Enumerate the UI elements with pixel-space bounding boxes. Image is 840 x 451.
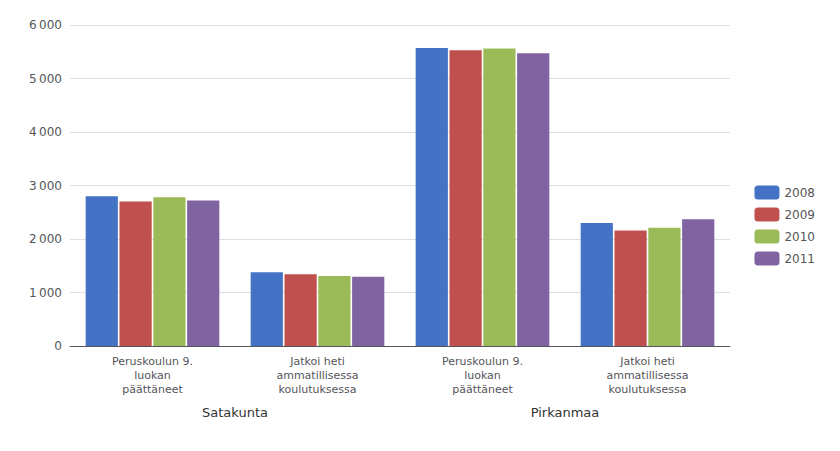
svg-text:Satakunta: Satakunta [202,405,268,420]
svg-text:4 000: 4 000 [29,125,62,139]
svg-text:Jatkoi heti: Jatkoi heti [289,355,345,368]
svg-text:0: 0 [54,339,62,353]
svg-text:luokan: luokan [464,369,501,382]
svg-text:koulutuksessa: koulutuksessa [278,383,356,396]
svg-text:2010: 2010 [784,230,815,244]
svg-text:ammatillisessa: ammatillisessa [606,369,688,382]
svg-text:Peruskoulun 9.: Peruskoulun 9. [442,355,523,368]
svg-text:Jatkoi heti: Jatkoi heti [619,355,675,368]
svg-text:3 000: 3 000 [29,179,62,193]
svg-text:5 000: 5 000 [29,72,62,86]
svg-text:2009: 2009 [784,208,815,222]
svg-text:luokan: luokan [134,369,171,382]
svg-text:ammatillisessa: ammatillisessa [276,369,358,382]
svg-text:2011: 2011 [784,252,815,266]
svg-text:2008: 2008 [784,186,815,200]
svg-text:6 000: 6 000 [29,18,62,32]
svg-text:päättäneet: päättäneet [122,383,183,396]
svg-text:Peruskoulun 9.: Peruskoulun 9. [112,355,193,368]
svg-text:1 000: 1 000 [29,286,62,300]
svg-text:päättäneet: päättäneet [452,383,513,396]
svg-text:Pirkanmaa: Pirkanmaa [531,405,600,420]
svg-text:2 000: 2 000 [29,232,62,246]
svg-text:koulutuksessa: koulutuksessa [608,383,686,396]
